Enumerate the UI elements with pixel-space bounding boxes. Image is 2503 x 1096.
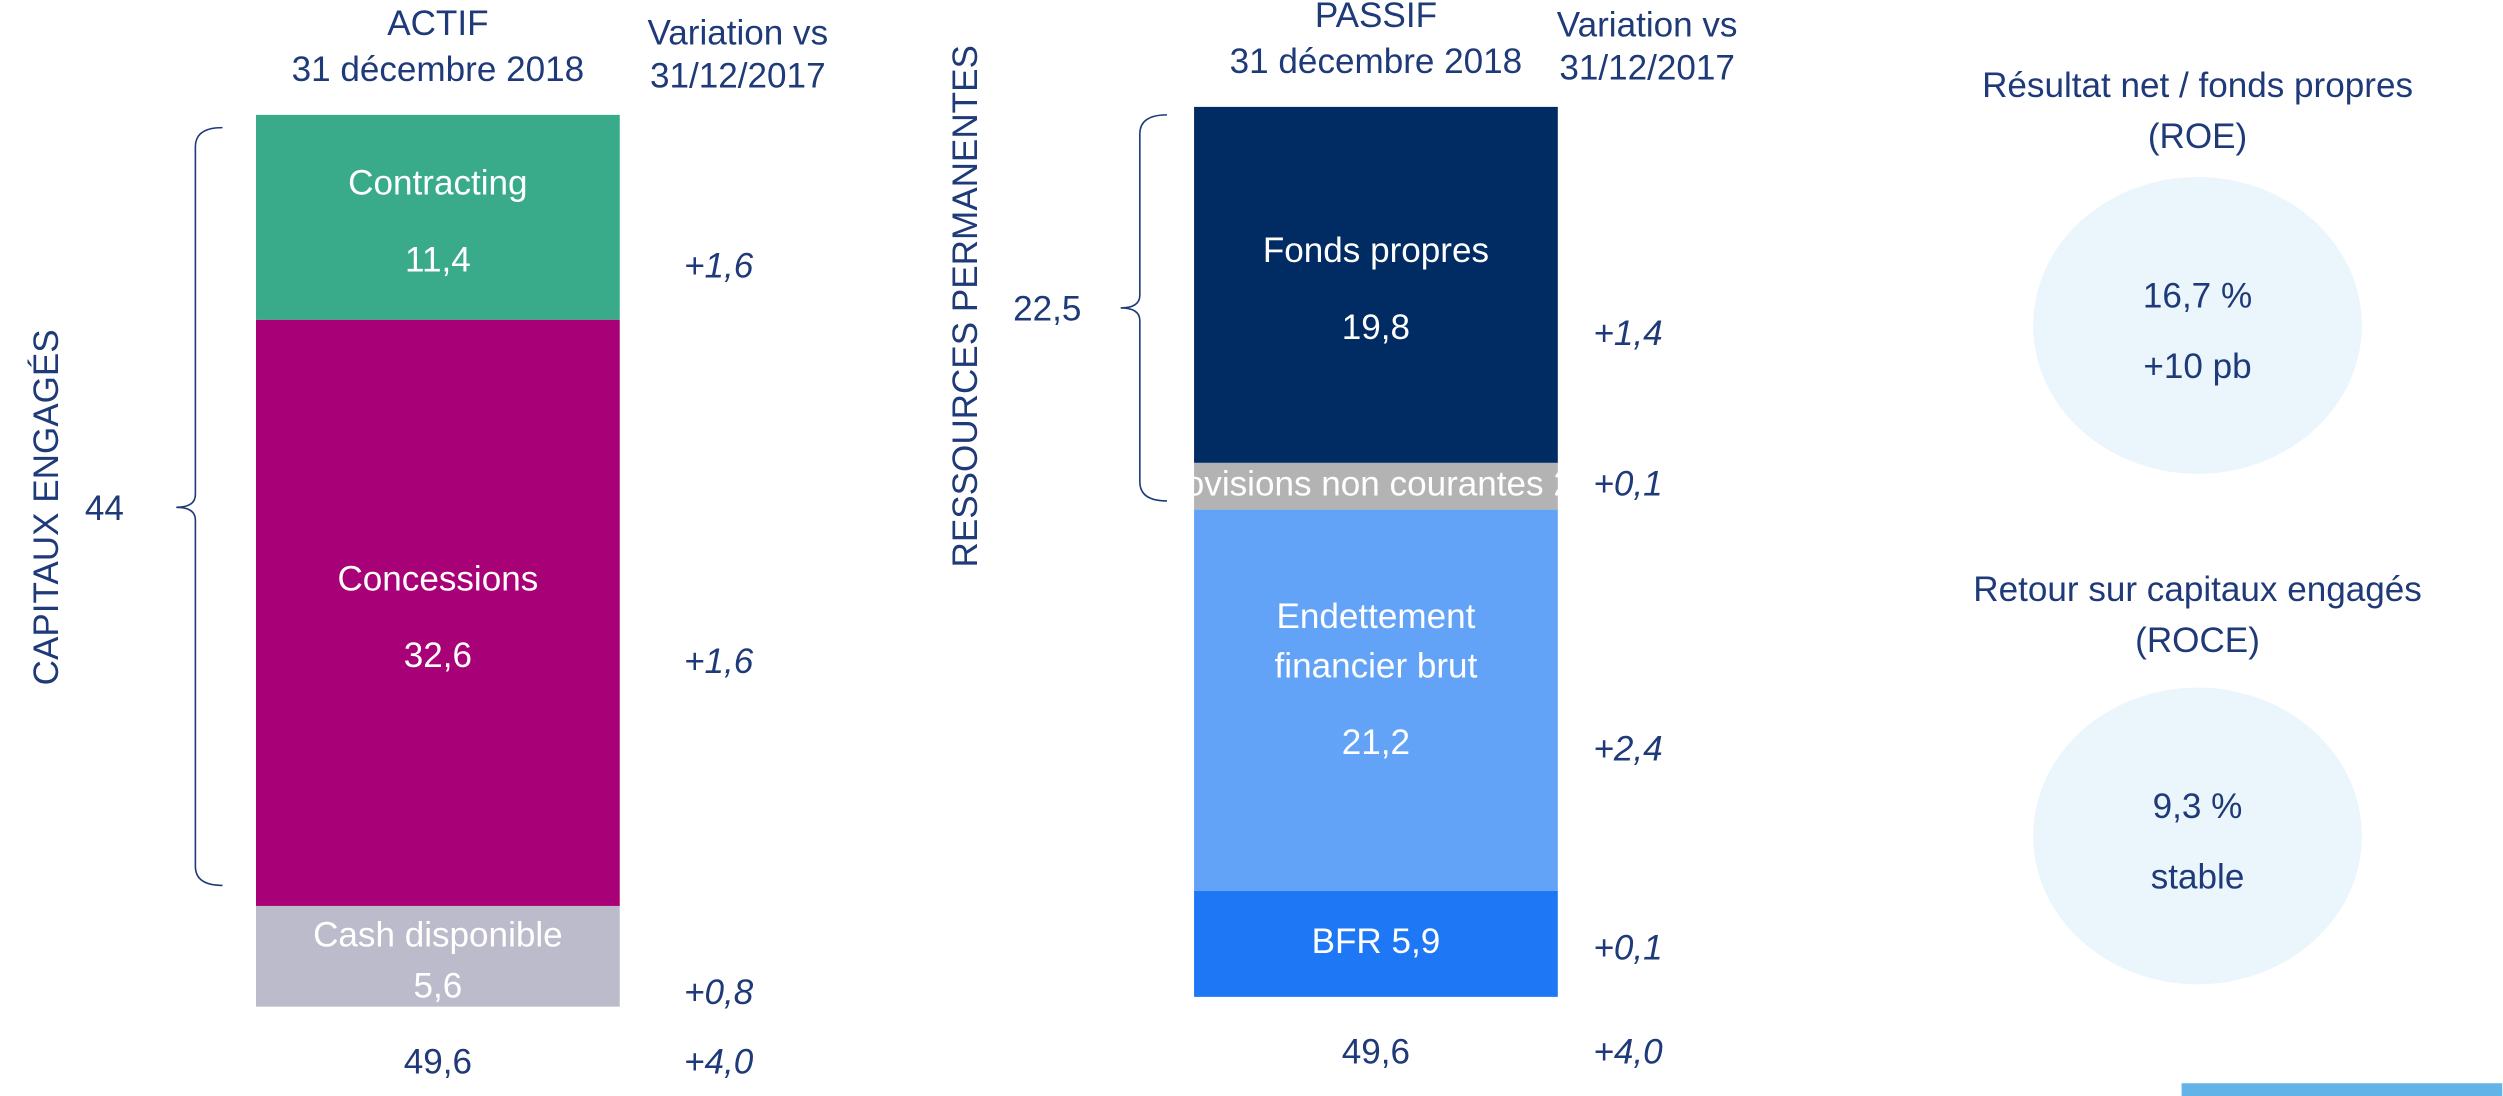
total: 49,6 [1342, 1033, 1410, 1072]
segment [1194, 890, 1558, 997]
kpi-value: 16,7 % [2143, 277, 2252, 316]
segment-value: 19,8 [1342, 308, 1410, 347]
segment-name: Cash disponible [313, 915, 563, 954]
kpi-title: Résultat net / fonds propres [1982, 66, 2413, 105]
kpi-title: Retour sur capitaux engagés [1973, 570, 2422, 609]
kpi-circle [2033, 687, 2362, 985]
variation: +0,1 [1593, 465, 1662, 504]
segment-value: 21,2 [1342, 723, 1410, 762]
segment-name: BFR [1312, 922, 1382, 961]
variation: +0,1 [1593, 928, 1662, 967]
kpi-title: (ROCE) [2135, 621, 2260, 660]
kpi-change: +10 pb [2143, 347, 2251, 386]
variation: +1,4 [1593, 314, 1662, 353]
segment-name: Contracting [348, 164, 527, 203]
variation-header: Variation vs [1557, 5, 1738, 44]
segment [1194, 462, 1558, 510]
segment-label: BFR 5,9 [1312, 922, 1441, 961]
kpi-circle [2033, 177, 2362, 474]
segment-name: Concessions [337, 559, 538, 598]
segment [1194, 106, 1558, 463]
segment [1194, 509, 1558, 891]
variation: +2,4 [1593, 730, 1662, 769]
bracket-label: 44 [85, 489, 124, 528]
segment-label: Provisions non courantes 2,6 [1150, 465, 1602, 504]
kpi-title: (ROE) [2148, 117, 2247, 156]
segment-name: financier brut [1275, 647, 1478, 686]
total-variation: +4,0 [1593, 1033, 1663, 1072]
segment-name: Provisions non courantes [1150, 465, 1544, 504]
variation: +0,8 [684, 973, 754, 1012]
total: 49,6 [404, 1042, 472, 1081]
bracket [176, 126, 223, 887]
total-variation: +4,0 [684, 1042, 754, 1081]
variation: +1,6 [684, 247, 754, 286]
variation-header: 31/12/2017 [1559, 48, 1735, 87]
kpi-change: stable [2151, 857, 2245, 896]
column-title: ACTIF [387, 4, 488, 43]
bracket-label: 22,5 [1013, 289, 1081, 328]
segment-name: Fonds propres [1263, 231, 1489, 270]
kpi-value: 9,3 % [2153, 787, 2243, 826]
segment [256, 905, 620, 1007]
segment-value: 32,6 [404, 636, 472, 675]
variation: +1,6 [684, 642, 754, 681]
segment [256, 114, 620, 320]
bracket [1120, 114, 1167, 502]
segment-value: 2,6 [1553, 465, 1602, 504]
segment-value: 5,9 [1392, 922, 1441, 961]
axis-label: RESSOURCES PERMANENTES [946, 45, 985, 567]
footer-bar [2181, 1083, 2503, 1096]
variation-header: Variation vs [647, 13, 828, 52]
axis-label: CAPITAUX ENGAGÉS [27, 329, 66, 685]
variation-header: 31/12/2017 [650, 56, 826, 95]
column-date: 31 décembre 2018 [1230, 42, 1523, 81]
segment [256, 319, 620, 906]
segment-value: 5,6 [413, 966, 462, 1005]
segment-value: 11,4 [405, 240, 471, 279]
column-title: PASSIF [1315, 0, 1437, 35]
segment-name: Endettement [1276, 597, 1475, 636]
column-date: 31 décembre 2018 [292, 50, 585, 89]
